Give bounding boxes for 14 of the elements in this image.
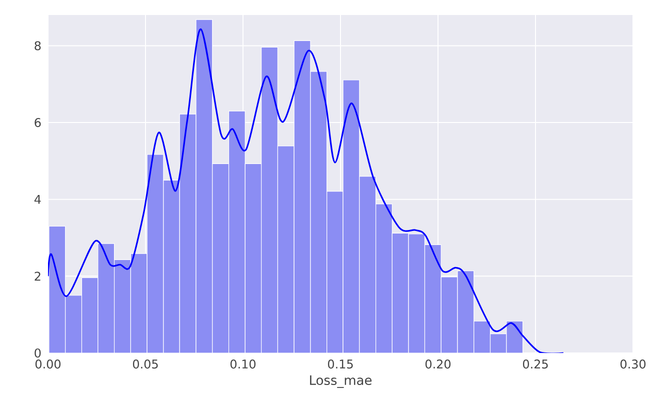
x-tick-label: 0.05 bbox=[132, 360, 158, 369]
y-tick-label: 2 bbox=[34, 272, 40, 281]
x-tick-label: 0.10 bbox=[230, 360, 256, 369]
y-tick-label: 0 bbox=[34, 348, 41, 358]
x-axis-title: Loss_mae bbox=[310, 375, 372, 388]
y-tick-label: 4 bbox=[34, 195, 41, 204]
x-tick-label: 0.00 bbox=[35, 360, 61, 369]
x-tick-label: 0.30 bbox=[620, 360, 646, 369]
line-series bbox=[48, 28, 564, 353]
y-tick-label: 8 bbox=[34, 41, 41, 50]
x-tick-label: 0.20 bbox=[425, 360, 451, 369]
x-tick-label: 0.25 bbox=[522, 360, 548, 369]
x-tick-label: 0.15 bbox=[328, 360, 353, 369]
y-tick-label: 6 bbox=[34, 118, 41, 128]
